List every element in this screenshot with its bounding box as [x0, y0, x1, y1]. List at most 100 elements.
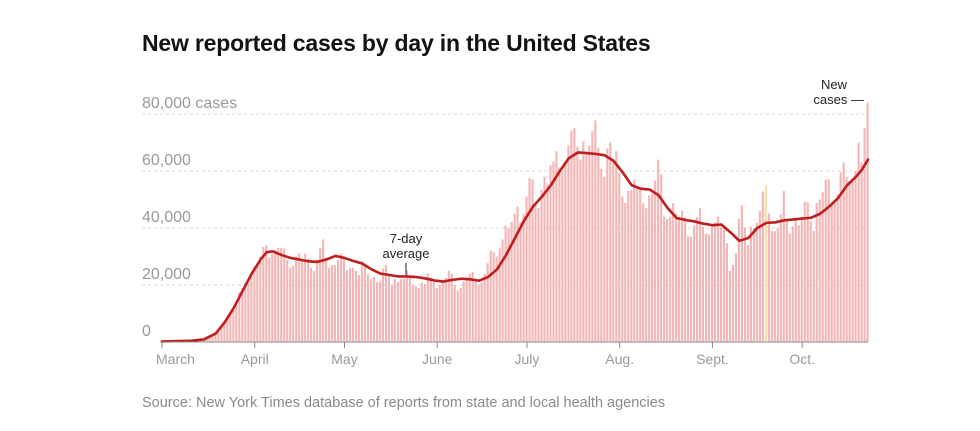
daily-case-bar [767, 213, 770, 342]
daily-case-bar [372, 276, 376, 342]
daily-case-bar [776, 228, 779, 342]
daily-case-bar [304, 253, 307, 342]
daily-case-bar [271, 253, 274, 342]
daily-case-bar [648, 195, 651, 342]
daily-case-bar [687, 236, 690, 342]
daily-case-bar [579, 159, 582, 342]
daily-case-bar [734, 253, 738, 342]
daily-case-bar [737, 218, 741, 342]
daily-case-bar [268, 257, 271, 342]
daily-case-bar [824, 179, 827, 342]
daily-case-bar [642, 203, 645, 342]
daily-case-bar [325, 259, 328, 342]
daily-case-bar [363, 265, 367, 342]
daily-case-bar [663, 216, 666, 342]
daily-case-bar [513, 213, 516, 342]
daily-case-bar [803, 201, 806, 342]
daily-case-bar [827, 179, 830, 342]
daily-case-bar [779, 214, 782, 342]
daily-case-bar [755, 222, 758, 342]
daily-case-bar [693, 225, 696, 342]
daily-case-bar [594, 120, 597, 342]
daily-case-bar [678, 216, 681, 342]
daily-case-bar [752, 228, 755, 342]
daily-case-bar [698, 208, 702, 342]
daily-case-bar [280, 247, 283, 342]
daily-case-bar [447, 270, 450, 342]
daily-case-bar [839, 172, 842, 342]
daily-case-bar [331, 265, 334, 342]
seven-day-average-line [160, 151, 870, 343]
daily-case-bar [540, 189, 543, 342]
daily-case-bar [666, 219, 669, 342]
daily-case-bar [863, 128, 866, 342]
daily-case-bar [854, 171, 857, 342]
daily-case-bar [836, 193, 839, 342]
daily-case-bar [295, 256, 298, 342]
daily-case-bar [390, 285, 393, 342]
daily-case-bar [399, 279, 402, 342]
y-tick-label: 40,000 [142, 209, 191, 226]
daily-case-bar [396, 282, 399, 342]
daily-case-bar [842, 162, 845, 342]
daily-case-bar [549, 165, 552, 342]
daily-case-bar [235, 305, 238, 342]
daily-case-bar [465, 278, 468, 342]
daily-case-bar [570, 130, 573, 342]
daily-case-bar [310, 267, 313, 342]
daily-case-bar [226, 318, 229, 342]
daily-case-bar [609, 142, 612, 342]
daily-case-bar [477, 285, 480, 342]
daily-case-bar [238, 291, 241, 342]
daily-case-bar [657, 159, 660, 342]
daily-case-bar [495, 256, 498, 342]
daily-case-bar [480, 282, 483, 342]
daily-case-bar [576, 146, 579, 342]
daily-case-bar [420, 282, 423, 342]
daily-case-bar [498, 248, 501, 342]
x-axis-ticks: March April May June July Aug. Sept. Oct. [156, 342, 815, 367]
daily-case-bar [211, 333, 214, 342]
x-tick-label: May [331, 351, 357, 367]
daily-case-bar [558, 167, 561, 342]
daily-case-bar [507, 228, 510, 342]
daily-case-bar [633, 179, 636, 342]
daily-case-bar [471, 271, 474, 342]
daily-case-bar [830, 205, 833, 342]
daily-case-bar [669, 216, 672, 342]
daily-case-bar [519, 222, 522, 342]
daily-case-bar [636, 187, 639, 342]
daily-case-bar [749, 226, 752, 342]
daily-case-bar [630, 190, 633, 342]
daily-case-bar [274, 249, 277, 342]
daily-case-bar [286, 260, 289, 342]
daily-case-bar [462, 281, 465, 342]
daily-case-bar [722, 225, 726, 342]
daily-case-bar [660, 174, 663, 342]
daily-case-bar [229, 312, 232, 342]
daily-case-bar [351, 268, 355, 342]
daily-case-bar [552, 161, 555, 342]
daily-case-bar [773, 231, 776, 342]
daily-case-bar [360, 261, 364, 342]
daily-case-bar [603, 176, 606, 342]
daily-case-bar [788, 233, 791, 342]
daily-case-bar [585, 153, 588, 342]
daily-case-bar [806, 202, 809, 342]
daily-case-bar [675, 213, 678, 342]
daily-case-bar [860, 162, 863, 342]
daily-case-bar [214, 332, 217, 342]
daily-case-bar [690, 236, 693, 342]
daily-case-bar [815, 203, 818, 342]
daily-case-bar [848, 182, 851, 342]
daily-case-bar [259, 256, 262, 342]
y-tick-label: 60,000 [142, 152, 191, 169]
daily-case-bar [256, 265, 259, 342]
daily-case-bar [262, 246, 265, 342]
daily-case-bar [573, 128, 576, 342]
daily-case-bar [232, 307, 235, 342]
daily-case-bar [851, 181, 854, 342]
daily-case-bar [316, 259, 319, 342]
daily-case-bar [818, 199, 821, 342]
